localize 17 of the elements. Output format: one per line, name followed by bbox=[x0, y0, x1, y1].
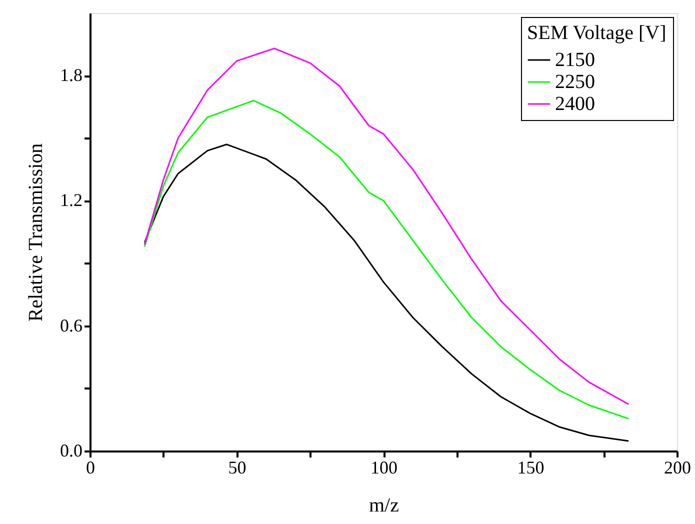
y-axis-title: Relative Transmission bbox=[25, 143, 47, 322]
y-tick-label: 0.0 bbox=[60, 440, 82, 460]
y-tick-label: 0.6 bbox=[60, 315, 82, 336]
legend-label: 2400 bbox=[555, 93, 595, 115]
x-tick-label: 150 bbox=[517, 458, 544, 478]
x-tick-label: 0 bbox=[86, 458, 95, 478]
x-axis-title: m/z bbox=[369, 494, 400, 516]
x-tick-label: 50 bbox=[228, 458, 246, 478]
y-tick-label: 1.2 bbox=[60, 190, 82, 210]
legend-label: 2250 bbox=[555, 71, 595, 93]
legend-label: 2150 bbox=[555, 49, 595, 71]
legend-title: SEM Voltage [V] bbox=[527, 22, 666, 44]
line-series bbox=[144, 48, 630, 406]
x-tick-label: 200 bbox=[664, 458, 691, 478]
line-series bbox=[144, 144, 630, 442]
x-tick-label: 100 bbox=[370, 458, 398, 478]
y-tick-label: 1.8 bbox=[60, 65, 82, 86]
